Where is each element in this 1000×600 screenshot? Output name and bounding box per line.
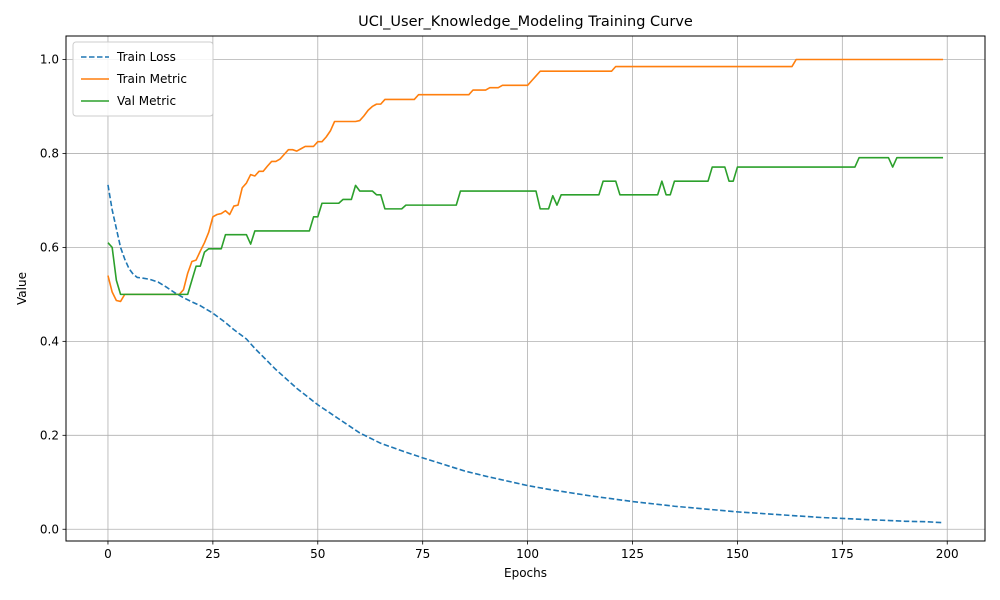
x-axis-ticks: 0 25 50 75 100 125 150 175 200 [104,541,959,561]
chart-title: UCI_User_Knowledge_Modeling Training Cur… [358,14,693,30]
series-line-val-metric [107,156,944,296]
series-lines [107,58,944,524]
y-axis-label: Value [15,272,29,305]
y-tick-label: 1.0 [40,52,59,66]
x-tick-label: 0 [104,547,112,561]
legend-label: Val Metric [117,94,176,108]
y-tick-label: 0.6 [40,240,59,254]
x-tick-label: 150 [726,547,749,561]
x-tick-label: 100 [516,547,539,561]
legend-label: Train Metric [116,72,187,86]
series-line-train-metric [107,58,944,303]
y-tick-label: 0.8 [40,146,59,160]
y-tick-label: 0.0 [40,522,59,536]
legend: Train Loss Train Metric Val Metric [72,41,214,117]
x-tick-label: 200 [936,547,959,561]
y-tick-label: 0.4 [40,334,59,348]
legend-label: Train Loss [116,50,176,64]
x-tick-label: 175 [831,547,854,561]
x-tick-label: 50 [310,547,325,561]
y-axis-ticks: 0.0 0.2 0.4 0.6 0.8 1.0 [40,52,66,536]
plot-frame [65,35,986,542]
x-tick-label: 75 [415,547,430,561]
x-axis-label: Epochs [504,566,547,580]
grid [66,36,985,541]
series-line-train-loss [107,184,944,524]
x-tick-label: 125 [621,547,644,561]
legend-box [72,41,214,117]
x-tick-label: 25 [205,547,220,561]
y-tick-label: 0.2 [40,428,59,442]
